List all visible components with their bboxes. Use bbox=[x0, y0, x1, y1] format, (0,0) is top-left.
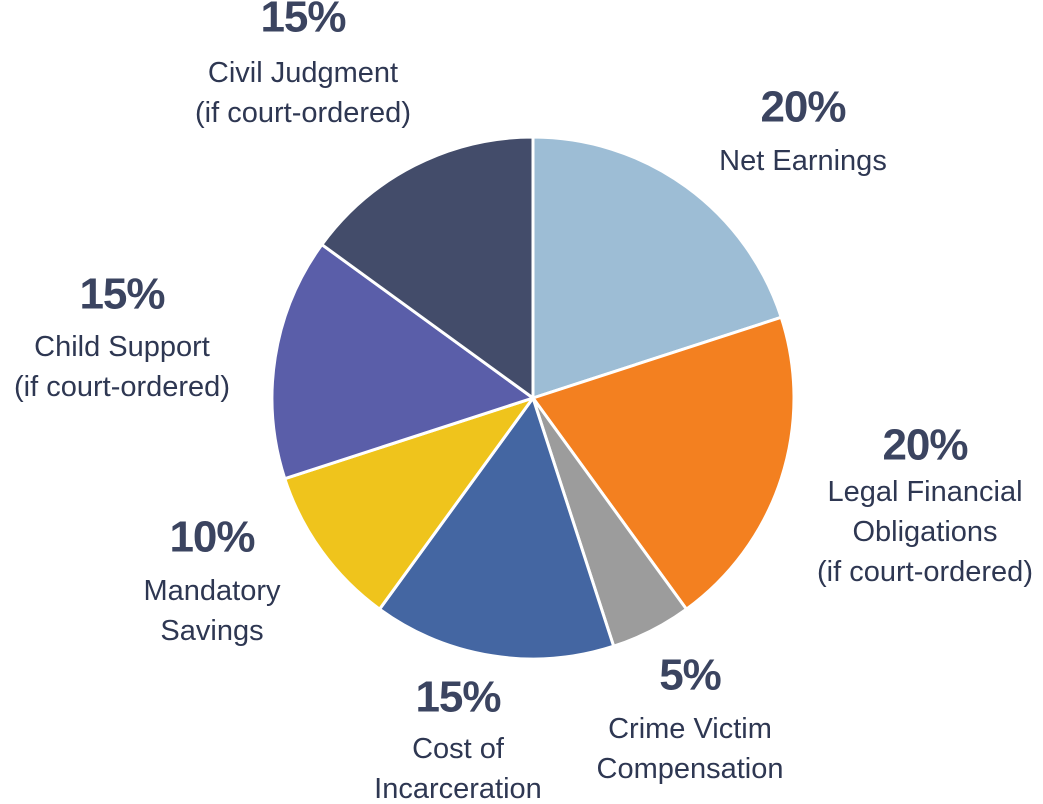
pie-slice bbox=[320, 135, 535, 400]
category-label-line: Crime Victim bbox=[608, 713, 772, 745]
value-label: 15% bbox=[415, 673, 500, 722]
category-label-line: (if court-ordered) bbox=[817, 556, 1033, 588]
value-label: 15% bbox=[79, 270, 164, 319]
category-label: Crime Victim Compensation bbox=[597, 713, 784, 785]
category-label-line: Net Earnings bbox=[719, 145, 887, 177]
value-label: 5% bbox=[659, 651, 721, 700]
pie-slice bbox=[270, 243, 535, 481]
category-label-line: Civil Judgment bbox=[208, 57, 398, 89]
value-label: 10% bbox=[169, 513, 254, 562]
category-label: Child Support (if court-ordered) bbox=[14, 331, 230, 403]
category-label: Mandatory Savings bbox=[143, 575, 281, 647]
category-label: Net Earnings bbox=[719, 145, 887, 177]
value-label: 20% bbox=[760, 83, 845, 132]
pie-slice bbox=[531, 315, 796, 611]
category-label: Cost of Incarceration bbox=[374, 733, 542, 804]
pie-slice bbox=[378, 396, 616, 661]
pie-slice bbox=[531, 135, 783, 400]
category-label-line: Compensation bbox=[597, 753, 784, 785]
pie-slice bbox=[283, 396, 535, 611]
category-label-line: (if court-ordered) bbox=[195, 97, 411, 129]
category-label-line: (if court-ordered) bbox=[14, 371, 230, 403]
value-label: 15% bbox=[260, 0, 345, 42]
category-label-line: Savings bbox=[160, 615, 263, 647]
category-label: Civil Judgment (if court-ordered) bbox=[195, 57, 411, 129]
category-label: Legal Financial Obligations (if court-orde… bbox=[817, 476, 1033, 588]
category-label-line: Obligations bbox=[852, 516, 997, 548]
category-label-line: Legal Financial bbox=[827, 476, 1022, 508]
category-label-line: Incarceration bbox=[374, 773, 542, 804]
category-label-line: Cost of bbox=[412, 733, 505, 765]
value-label: 20% bbox=[882, 421, 967, 470]
category-label-line: Mandatory bbox=[143, 575, 281, 607]
category-label-line: Child Support bbox=[34, 331, 210, 363]
